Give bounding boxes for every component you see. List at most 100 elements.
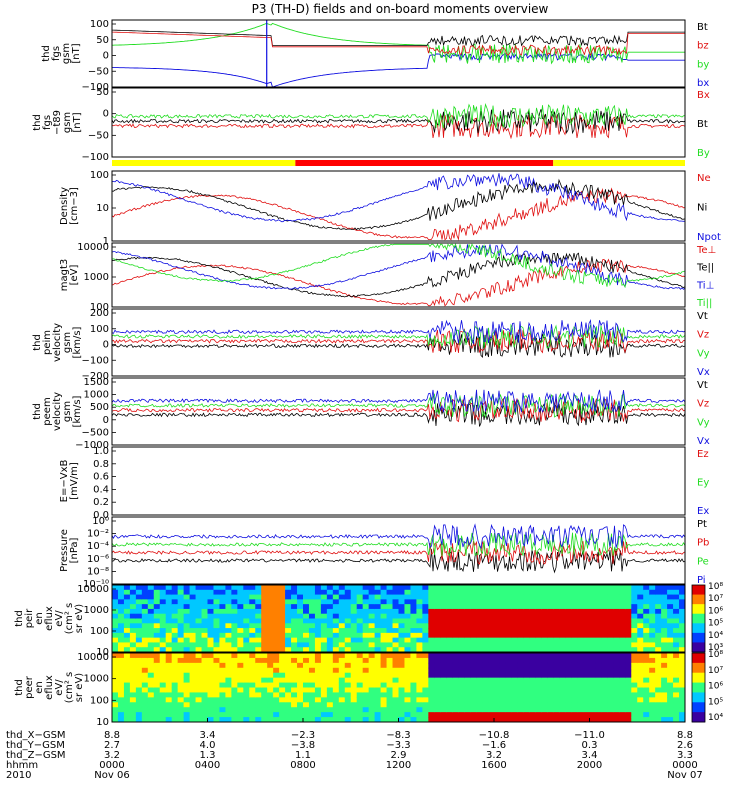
- y-tick-label: 10000: [77, 584, 109, 595]
- legend-Ez: Ez: [697, 449, 709, 460]
- y-axis-label-line: eflux: [44, 675, 55, 700]
- x-axis-value: 0800: [290, 760, 315, 771]
- y-axis-label-line: gsm: [62, 112, 73, 133]
- y-tick-label: 10000: [77, 652, 109, 663]
- y-tick-label: 10⁻⁴: [87, 541, 109, 552]
- panel-fgs: 100 50 0 −50 −100 thdfgsgsm[nT] Bt bz by bx: [41, 19, 709, 93]
- y-tick-label: −100: [82, 355, 109, 366]
- x-axis-value: 1600: [481, 760, 506, 771]
- legend-Pt: Pt: [697, 519, 707, 530]
- y-tick-label: 50: [96, 35, 109, 46]
- y-tick-label: −500: [82, 427, 109, 438]
- x-axis-value: −3.8: [291, 740, 315, 751]
- y-axis-label-line: velocity: [52, 323, 63, 362]
- x-axis-value: Nov 06: [94, 770, 129, 781]
- y-tick-label: 10000: [77, 242, 109, 253]
- colorbar-swatch: [692, 632, 705, 643]
- colorbar-swatch: [692, 682, 705, 693]
- y-tick-label: 100: [90, 19, 109, 30]
- colorbar-swatch: [692, 604, 705, 615]
- y-axis-label-line: peem: [42, 397, 53, 425]
- x-axis-value: 4.0: [200, 740, 216, 751]
- colorbar-tick-label: 10⁷: [708, 666, 723, 676]
- x-axis-value: −11.0: [574, 730, 605, 741]
- y-tick-label: 100: [90, 324, 109, 335]
- y-axis-label-line: eV/: [54, 610, 65, 627]
- y-tick-label: −50: [88, 66, 109, 77]
- colorbar-swatch: [692, 692, 705, 703]
- y-tick-label: 0.0: [93, 510, 109, 521]
- x-axis-row-label: thd_Y−GSM: [6, 740, 65, 751]
- y-axis-label-line: Density: [59, 187, 70, 225]
- y-axis-label-line: Pressure: [59, 529, 70, 572]
- colorbar-swatch: [692, 613, 705, 624]
- y-tick-label: 50: [96, 87, 109, 98]
- y-axis-label-line: [eV]: [69, 265, 80, 286]
- legend-Vz: Vz: [697, 399, 709, 410]
- colorbar-swatch: [692, 662, 705, 674]
- y-tick-label: 1000: [84, 390, 109, 401]
- legend-Ex: Ex: [697, 506, 709, 517]
- panel-efield: 1.0 0.8 0.60.4 0.2 0.0 E=−VxB[mV/m] Ez Ey Ex: [59, 446, 709, 521]
- x-axis-value: −10.8: [479, 730, 510, 741]
- legend-Ni: Ni: [697, 202, 707, 213]
- y-tick-label: −100: [82, 82, 109, 93]
- y-axis-label-line: en: [34, 681, 45, 694]
- y-tick-label: 1000: [84, 674, 109, 685]
- y-tick-label: −1000: [75, 440, 109, 451]
- y-axis-label-line: en: [34, 612, 45, 625]
- legend-bz: bz: [697, 41, 709, 52]
- colorbar-tick-label: 10⁷: [708, 594, 723, 604]
- legend-Te||: Te||: [696, 263, 714, 274]
- legend-Bx: Bx: [697, 90, 710, 101]
- y-tick-label: 100: [90, 170, 109, 181]
- y-tick-label: 10: [96, 717, 109, 728]
- y-axis-label-line: thd: [32, 334, 43, 351]
- y-axis-label: thdpeerenefluxeV/(cm² ssr eV): [14, 672, 85, 704]
- legend-Vt: Vt: [697, 311, 708, 322]
- y-tick-label: 10⁰: [92, 516, 109, 527]
- colorbar-swatch: [692, 642, 705, 653]
- x-axis-value: 0000: [672, 760, 697, 771]
- colorbar-swatch: [692, 712, 705, 723]
- figure-title: P3 (TH-D) fields and on-board moments ov…: [252, 2, 549, 16]
- legend-Vx: Vx: [697, 436, 710, 447]
- x-axis-value: 3.4: [200, 730, 216, 741]
- x-axis-row-label: 2010: [6, 770, 31, 781]
- y-tick-label: 10⁻²: [87, 529, 109, 540]
- colorbar-swatch: [692, 594, 705, 605]
- y-tick-label: 0.6: [93, 472, 109, 483]
- panel-peir: 10⁸10⁷10⁶10⁵10⁴10³10000100010010thdpeire…: [14, 582, 723, 658]
- y-axis-label-line: thd: [41, 45, 52, 62]
- x-axis-value: 1200: [386, 760, 411, 771]
- y-tick-label: 1.0: [93, 446, 109, 457]
- y-tick-label: 10⁻⁸: [87, 566, 109, 577]
- y-tick-label: 200: [90, 308, 109, 319]
- legend-bx: bx: [697, 78, 709, 89]
- y-tick-label: 100: [90, 302, 109, 313]
- x-axis-value: 0400: [195, 760, 220, 771]
- y-tick-label: 0.2: [93, 497, 109, 508]
- x-axis-value: 1.3: [200, 750, 216, 761]
- y-tick-label: −100: [82, 152, 109, 163]
- region-bar: [112, 160, 685, 166]
- colorbar-tick-label: 10⁸: [708, 582, 723, 592]
- y-tick-label: −200: [82, 371, 109, 382]
- x-axis-value: 0000: [99, 760, 124, 771]
- x-axis-row-label: thd_X−GSM: [6, 730, 66, 741]
- panel-peim_v: 200 100 0 −100 −200 thdpeimvelocitygsm[km/s] V…: [32, 308, 710, 382]
- y-tick-label: 0: [103, 109, 109, 120]
- y-axis-label-line: thd: [14, 610, 25, 627]
- y-axis-label-line: gsm: [61, 43, 72, 64]
- panel-temp: 10000 1000 100 magt3[eV] Te⊥ Te|| Ti⊥ Ti||: [59, 242, 716, 313]
- y-axis-label-line: gsm: [62, 401, 73, 422]
- legend-Pi: Pi: [697, 575, 706, 586]
- y-axis-label: thdpeirenefluxeV/(cm² ssr eV): [14, 603, 85, 635]
- colorbar-swatch: [692, 672, 705, 684]
- y-tick-label: 10: [96, 647, 109, 658]
- y-tick-label: −50: [88, 130, 109, 141]
- legend-Ti||: Ti||: [696, 298, 712, 309]
- y-axis-label-line: (cm² s: [64, 603, 75, 635]
- panel-fgs_t89: 50 0 −50 −100 thdfgs−t89gsm[nT] Bx Bt By: [32, 87, 710, 166]
- x-axis-value: 3.3: [677, 750, 693, 761]
